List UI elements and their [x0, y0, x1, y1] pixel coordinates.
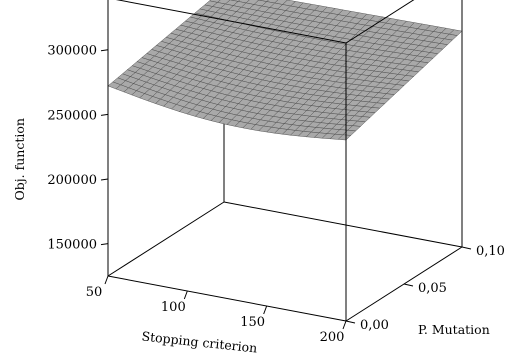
z-tick-label: 300000 — [47, 44, 97, 59]
x-tick-mark — [343, 321, 346, 329]
x-tick-mark — [184, 291, 187, 299]
x-tick-label: 100 — [161, 300, 186, 315]
x-axis-label: Stopping criterion — [141, 328, 258, 354]
x-tick-mark — [264, 306, 267, 314]
z-tick-mark — [101, 114, 108, 115]
y-tick-label: 0,05 — [418, 281, 447, 296]
z-tick-label: 250000 — [47, 108, 97, 123]
x-axis-ticks: 50 100 150 200 — [86, 276, 346, 345]
y-axis-label: P. Mutation — [418, 322, 490, 337]
frame-edge — [224, 202, 462, 247]
y-axis-ticks: 0,00 0,05 0,10 — [346, 244, 505, 333]
z-tick-mark — [101, 244, 108, 245]
z-tick-mark — [101, 50, 108, 51]
z-axis-ticks: 150000 200000 250000 300000 — [47, 44, 108, 253]
y-tick-mark — [404, 284, 413, 286]
x-tick-label: 200 — [320, 330, 345, 345]
frame-edge — [108, 202, 224, 276]
y-tick-mark — [462, 247, 471, 249]
z-tick-mark — [101, 179, 108, 180]
x-tick-label: 150 — [240, 315, 265, 330]
response-surface — [108, 0, 462, 140]
z-tick-label: 200000 — [47, 173, 97, 188]
y-tick-mark — [346, 321, 355, 323]
y-tick-label: 0,00 — [360, 318, 389, 333]
z-axis-label: Obj. function — [12, 118, 27, 200]
y-tick-label: 0,10 — [476, 244, 505, 259]
z-tick-label: 150000 — [47, 238, 97, 253]
x-tick-mark — [105, 276, 108, 284]
frame-edge — [108, 276, 346, 321]
x-tick-label: 50 — [86, 285, 103, 300]
